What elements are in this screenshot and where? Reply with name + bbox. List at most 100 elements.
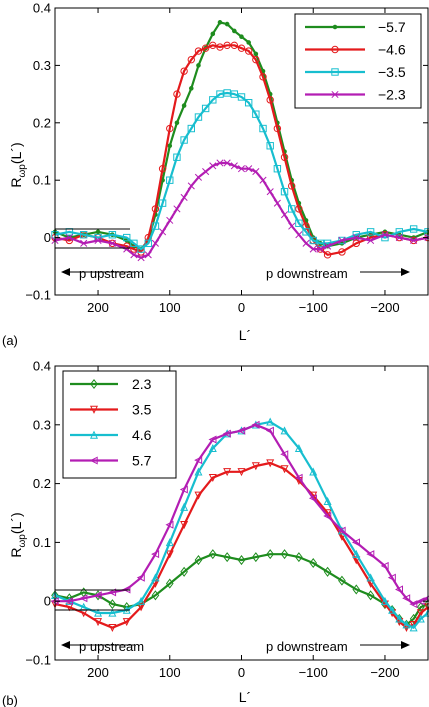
data-point xyxy=(216,90,224,98)
series-−3.5 xyxy=(51,89,429,253)
data-point xyxy=(237,426,246,435)
data-point xyxy=(280,187,289,196)
data-point xyxy=(273,199,281,207)
data-point xyxy=(316,239,325,248)
x-tick-label: 0 xyxy=(238,300,245,315)
data-point xyxy=(130,251,138,259)
data-point xyxy=(165,520,174,529)
data-point xyxy=(165,550,174,559)
series-3.5 xyxy=(50,459,429,632)
data-point xyxy=(409,225,418,233)
y-tick-label: 0.1 xyxy=(33,173,51,188)
data-point xyxy=(280,153,289,161)
data-point xyxy=(280,450,289,459)
y-tick-label: 0.3 xyxy=(33,417,51,432)
data-point xyxy=(137,596,146,605)
data-point xyxy=(230,90,239,98)
data-point xyxy=(252,110,260,118)
data-point xyxy=(196,63,201,68)
y-tick-label: 0 xyxy=(44,594,51,609)
data-point xyxy=(201,44,210,52)
series-layer-b xyxy=(50,417,429,632)
data-point xyxy=(280,426,289,435)
data-point xyxy=(194,47,203,55)
data-point xyxy=(188,86,194,91)
data-point xyxy=(366,590,375,601)
x-tick-label: 100 xyxy=(159,665,181,680)
data-point xyxy=(323,496,332,505)
data-point xyxy=(352,584,361,595)
chart-panel-a: 200 100 0 −100 −200 −0.1 0 0.1 0.2 0.3 0.4 p upstr… xyxy=(2,1,429,348)
data-point xyxy=(252,55,260,64)
data-point xyxy=(208,549,217,560)
data-point xyxy=(409,623,418,632)
y-tick-label: 0.3 xyxy=(33,58,51,73)
data-point xyxy=(151,239,159,247)
data-point xyxy=(337,526,346,535)
data-point xyxy=(79,594,88,603)
data-point xyxy=(338,575,346,586)
data-point xyxy=(294,473,303,482)
data-point xyxy=(187,124,195,133)
data-point xyxy=(230,162,238,170)
y-axis-label-a: Rωp(L´) xyxy=(8,142,28,187)
legend-item: 2.3 xyxy=(70,376,152,392)
data-point xyxy=(338,248,346,256)
data-point xyxy=(266,417,275,426)
data-point xyxy=(416,609,425,618)
data-point xyxy=(294,444,303,453)
legend-label: −5.7 xyxy=(378,19,406,35)
data-point xyxy=(173,205,181,213)
data-point xyxy=(137,603,146,612)
downstream-label: p downstream xyxy=(266,266,348,281)
panel-label-a: (a) xyxy=(2,333,18,348)
data-point xyxy=(80,239,88,247)
data-point xyxy=(165,578,174,589)
data-point xyxy=(108,588,117,597)
upstream-arrowhead xyxy=(61,268,70,276)
y-tick-label: 0.1 xyxy=(33,535,51,550)
data-point xyxy=(337,532,346,541)
data-point xyxy=(302,228,310,236)
data-point xyxy=(302,222,310,230)
data-point xyxy=(237,555,246,566)
data-point xyxy=(144,239,152,248)
legend-marker xyxy=(331,68,339,76)
data-point xyxy=(130,245,138,253)
data-point xyxy=(295,219,303,227)
data-point xyxy=(246,40,251,45)
data-point xyxy=(395,234,403,242)
legend-label: 4.6 xyxy=(132,427,152,443)
legend-item: 3.5 xyxy=(70,402,152,418)
data-point xyxy=(251,462,260,471)
data-point xyxy=(208,444,217,453)
data-point xyxy=(352,549,361,558)
data-point xyxy=(308,494,317,503)
data-point xyxy=(366,573,375,582)
data-point xyxy=(108,239,116,247)
legend-label: 3.5 xyxy=(132,402,152,418)
data-point xyxy=(351,538,360,547)
data-point xyxy=(323,566,332,577)
data-point xyxy=(237,93,246,101)
data-point xyxy=(266,459,275,468)
data-point xyxy=(209,41,217,50)
data-point xyxy=(137,245,145,253)
chart-panel-b: 200 100 0 −100 −200 −0.1 0 0.1 0.2 0.3 0.4 p upstr… xyxy=(2,359,429,707)
legend-item: −4.6 xyxy=(305,42,406,58)
data-point xyxy=(137,254,145,262)
legend-marker xyxy=(332,24,338,30)
data-point xyxy=(223,468,232,477)
downstream-label: p downstream xyxy=(266,639,348,654)
data-point xyxy=(173,153,181,161)
data-point xyxy=(380,596,389,605)
data-point xyxy=(380,561,389,570)
data-point xyxy=(288,182,296,190)
data-point xyxy=(208,435,217,444)
data-point xyxy=(180,193,188,201)
data-point xyxy=(273,124,282,133)
data-point xyxy=(410,236,418,245)
data-point xyxy=(179,485,188,494)
data-point xyxy=(95,229,101,235)
data-point xyxy=(266,96,274,104)
